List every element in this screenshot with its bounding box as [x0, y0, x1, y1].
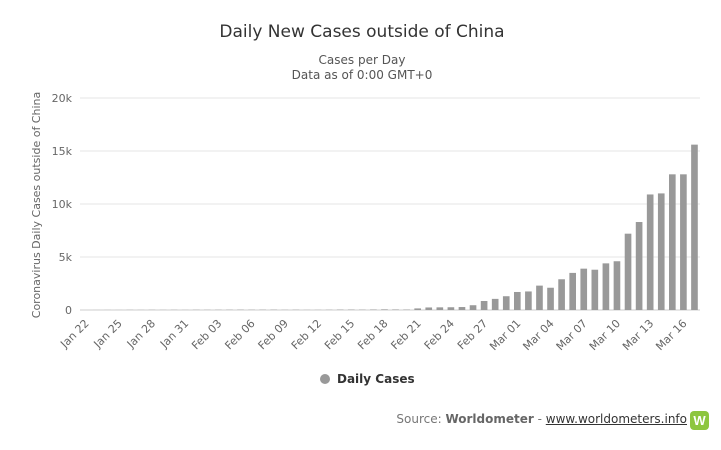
x-tick-label: Feb 12: [289, 317, 324, 352]
source-separator: -: [533, 412, 546, 426]
bar-series: [93, 144, 698, 310]
bar[interactable]: [381, 309, 388, 310]
bar[interactable]: [591, 269, 599, 310]
chart-subtitle-line-2: Data as of 0:00 GMT+0: [292, 68, 433, 82]
x-tick-label: Feb 06: [222, 317, 257, 352]
x-tick-label: Mar 16: [653, 317, 689, 353]
x-tick-label: Feb 24: [422, 317, 457, 352]
bar[interactable]: [624, 233, 632, 310]
x-tick-label: Mar 07: [554, 317, 590, 353]
bar[interactable]: [602, 263, 610, 310]
bar[interactable]: [392, 309, 399, 310]
bar[interactable]: [657, 193, 665, 310]
x-tick-label: Feb 18: [355, 317, 390, 352]
bar[interactable]: [525, 291, 532, 310]
y-axis-title: Coronavirus Daily Cases outside of China: [30, 92, 43, 318]
bar[interactable]: [680, 174, 687, 310]
bar[interactable]: [425, 307, 433, 310]
bar[interactable]: [536, 285, 543, 310]
bar[interactable]: [436, 307, 444, 310]
bar[interactable]: [580, 268, 588, 310]
bar[interactable]: [502, 296, 510, 310]
bar[interactable]: [613, 261, 621, 310]
x-tick-label: Feb 27: [455, 317, 490, 352]
bar[interactable]: [669, 174, 676, 310]
bar[interactable]: [547, 287, 554, 310]
bar[interactable]: [469, 305, 477, 310]
source-credit: Source: Worldometer - www.worldometers.i…: [396, 412, 687, 426]
bar[interactable]: [491, 298, 499, 310]
bar[interactable]: [635, 222, 643, 310]
legend-item-daily-cases[interactable]: Daily Cases: [320, 372, 415, 386]
bar[interactable]: [414, 308, 421, 310]
x-tick-label: Mar 01: [487, 317, 523, 353]
legend-label: Daily Cases: [337, 372, 415, 386]
y-tick-label: 15k: [52, 145, 73, 158]
x-tick-label: Jan 28: [124, 317, 158, 351]
bar[interactable]: [569, 272, 576, 310]
y-tick-label: 10k: [52, 198, 73, 211]
x-tick-label: Mar 10: [587, 317, 623, 353]
legend-marker: [320, 374, 330, 384]
bar[interactable]: [480, 300, 488, 310]
x-tick-label: Feb 15: [322, 317, 357, 352]
bar[interactable]: [458, 307, 466, 310]
source-name: Worldometer: [445, 412, 534, 426]
bar[interactable]: [691, 144, 698, 310]
x-tick-label: Feb 21: [388, 317, 423, 352]
x-tick-label: Mar 13: [620, 317, 656, 353]
bar[interactable]: [447, 307, 455, 310]
x-tick-label: Mar 04: [520, 317, 556, 353]
worldometer-logo-icon[interactable]: W: [690, 411, 709, 430]
y-tick-labels: 0 5k 10k 15k 20k: [52, 92, 73, 317]
chart-subtitle-line-1: Cases per Day: [319, 53, 406, 67]
source-link[interactable]: www.worldometers.info: [545, 412, 687, 426]
y-tick-label: 0: [65, 304, 72, 317]
source-prefix: Source:: [396, 412, 446, 426]
x-tick-label: Feb 09: [256, 317, 291, 352]
x-tick-label: Jan 31: [157, 317, 191, 351]
bar[interactable]: [558, 279, 565, 310]
y-tick-label: 20k: [52, 92, 73, 105]
bar[interactable]: [646, 194, 654, 310]
bar[interactable]: [514, 291, 521, 310]
x-tick-label: Feb 03: [189, 317, 224, 352]
x-tick-label: Jan 22: [57, 317, 91, 351]
chart-title: Daily New Cases outside of China: [219, 22, 504, 42]
y-tick-label: 5k: [59, 251, 73, 264]
x-tick-label: Jan 25: [91, 317, 125, 351]
